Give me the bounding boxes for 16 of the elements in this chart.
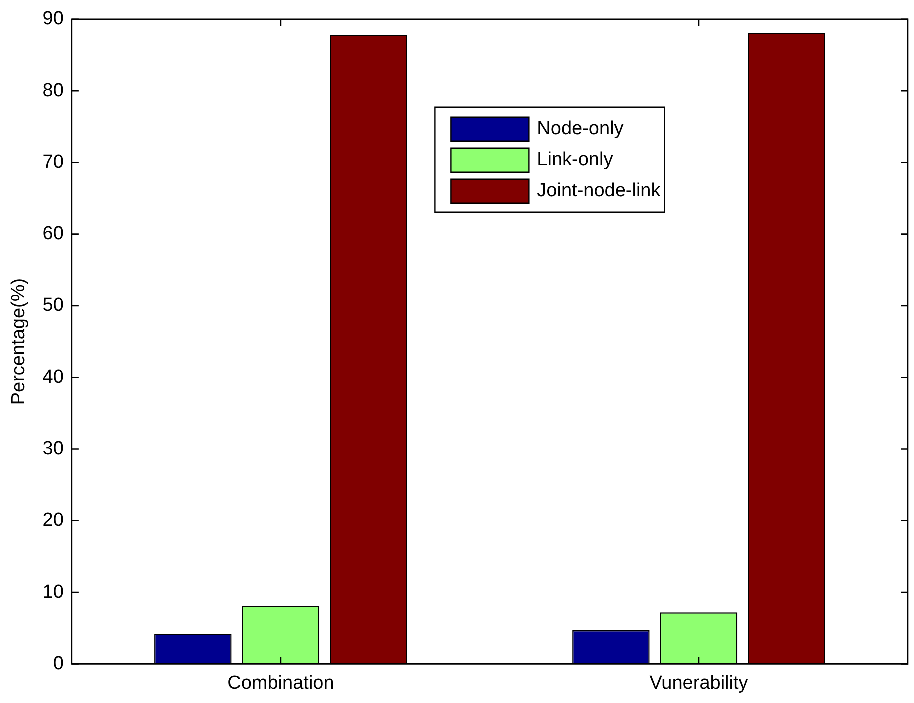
y-tick-label: 30	[42, 438, 64, 460]
y-tick-label: 80	[42, 80, 64, 102]
y-tick-label: 70	[42, 152, 64, 173]
legend-label: Joint-node-link	[537, 180, 662, 202]
y-tick-label: 60	[42, 224, 64, 245]
x-tick-label: Vunerability	[650, 672, 749, 694]
x-tick-label: Combination	[228, 672, 334, 694]
legend-label: Link-only	[537, 150, 614, 171]
y-tick-label: 50	[42, 295, 64, 316]
y-tick-label: 40	[42, 366, 64, 388]
y-tick-label: 90	[42, 8, 64, 30]
y-axis-title: Percentage(%)	[8, 278, 30, 406]
y-tick-label: 0	[53, 653, 64, 674]
y-tick-label: 20	[42, 510, 64, 532]
legend-label: Node-only	[537, 118, 624, 140]
y-tick-label: 10	[42, 582, 64, 603]
